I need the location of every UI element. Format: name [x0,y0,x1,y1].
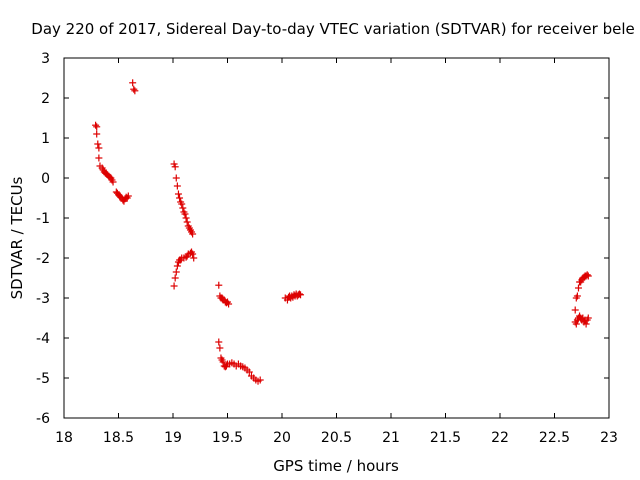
data-point [94,140,102,148]
x-tick-label: 21.5 [430,430,461,446]
data-point [295,290,303,298]
data-point [129,79,137,87]
data-point [183,218,191,226]
x-tick-label: 18.5 [103,430,134,446]
data-point [172,268,180,276]
x-tick-label: 22 [491,430,509,446]
x-tick-label: 19.5 [212,430,243,446]
y-tick-label: 2 [41,91,50,107]
data-point [225,300,233,308]
data-point [109,178,117,186]
y-tick-label: 0 [41,171,50,187]
data-point [170,282,178,290]
x-tick-label: 21 [382,430,400,446]
y-tick-label: -5 [36,371,50,387]
x-axis-label: GPS time / hours [273,457,399,475]
data-point [190,254,198,262]
data-point [571,306,579,314]
x-tick-label: 18 [55,430,73,446]
data-points [92,79,592,385]
y-tick-label: 3 [41,51,50,67]
data-point [131,87,139,95]
y-tick-label: 1 [41,131,50,147]
data-point [95,144,103,152]
data-point [584,272,592,280]
y-tick-label: -3 [36,291,50,307]
data-point [171,274,179,282]
chart-title: Day 220 of 2017, Sidereal Day-to-day VTE… [31,20,634,38]
data-point [256,376,264,384]
x-axis: 18 18.5 19 19.5 20 20.5 21 21.5 22 22.5 23 [55,58,618,446]
x-tick-label: 20 [273,430,291,446]
data-point [583,271,591,279]
x-tick-label: 20.5 [321,430,352,446]
x-tick-label: 19 [164,430,182,446]
data-point [178,200,186,208]
data-point [574,284,582,292]
y-tick-label: -4 [36,331,50,347]
y-tick-label: -2 [36,251,50,267]
data-point [215,281,223,289]
data-point [92,121,100,129]
data-point [582,320,590,328]
data-point [189,230,197,238]
data-point [572,320,580,328]
data-point [216,344,224,352]
data-point [584,314,592,322]
data-point [219,358,227,366]
data-point [176,194,184,202]
data-point [573,292,581,300]
y-tick-label: -6 [36,411,50,427]
data-point [182,214,190,222]
data-point [172,174,180,182]
data-point [179,204,187,212]
data-point [297,291,305,299]
data-point [130,85,138,93]
y-axis-label: SDTVAR / TECUs [8,176,26,299]
data-point [173,182,181,190]
data-point [174,190,182,198]
data-point [93,123,101,131]
x-tick-label: 23 [600,430,618,446]
data-point [95,154,103,162]
data-point [124,192,132,200]
data-point [93,130,101,138]
data-point [215,338,223,346]
data-point [171,163,179,171]
x-tick-label: 22.5 [539,430,570,446]
y-axis: 3 2 1 0 -1 -2 -3 -4 -5 -6 [36,51,609,427]
data-point [245,368,253,376]
plot-area-frame [63,57,610,419]
data-point [181,210,189,218]
data-point [189,250,197,258]
data-point [173,262,181,270]
y-tick-label: -1 [36,211,50,227]
